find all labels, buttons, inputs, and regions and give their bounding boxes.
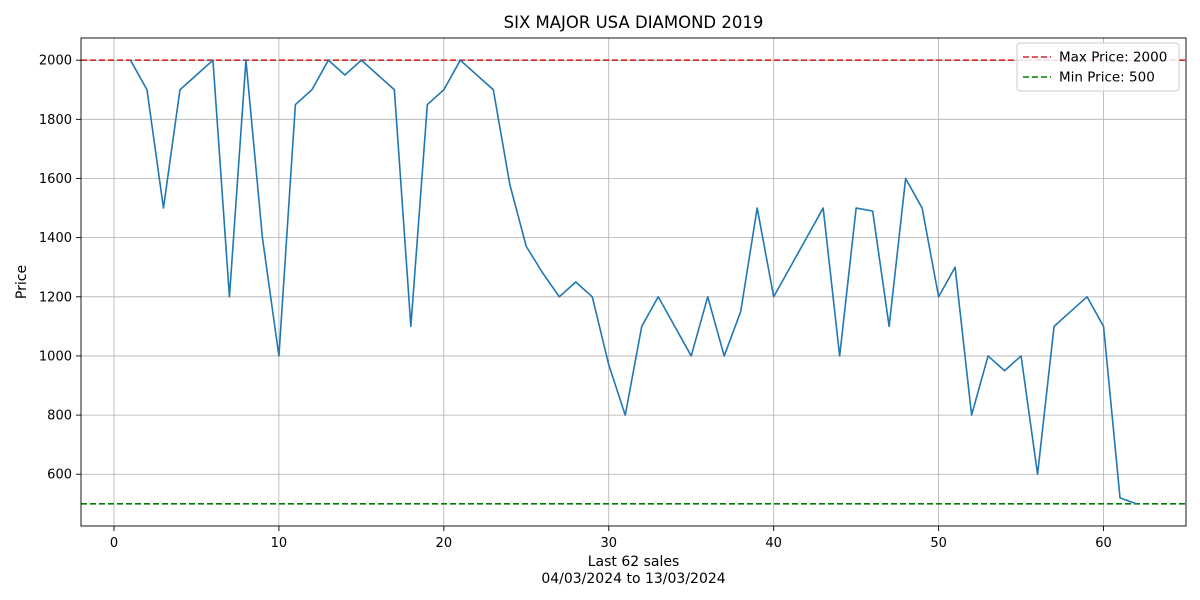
y-axis-label: Price xyxy=(14,265,30,299)
series-line xyxy=(129,59,1137,505)
legend-label: Min Price: 500 xyxy=(1059,70,1155,86)
reference-lines xyxy=(81,59,1186,505)
y-tick-label: 1400 xyxy=(39,231,72,246)
plot-area-frame xyxy=(80,37,1187,527)
x-tick-label: 20 xyxy=(436,536,453,551)
legend-box xyxy=(1016,42,1180,92)
x-tick-label: 10 xyxy=(271,536,288,551)
y-tick-label: 1000 xyxy=(39,349,72,364)
y-tick-label: 600 xyxy=(47,468,72,483)
x-axis-label: Last 62 sales xyxy=(588,554,680,570)
y-tick-label: 1600 xyxy=(39,172,72,187)
x-axis-sublabel: 04/03/2024 to 13/03/2024 xyxy=(541,571,725,587)
y-tick-label: 1200 xyxy=(39,290,72,305)
x-tick-label: 50 xyxy=(930,536,947,551)
y-tick-label: 1800 xyxy=(39,113,72,128)
x-tick-label: 60 xyxy=(1095,536,1112,551)
y-tick-label: 2000 xyxy=(39,54,72,69)
y-tick-label: 800 xyxy=(47,409,72,424)
series-layer xyxy=(129,59,1137,505)
legend: Max Price: 2000 Min Price: 500 xyxy=(1016,42,1180,92)
chart-title: SIX MAJOR USA DIAMOND 2019 xyxy=(504,13,764,32)
legend-label: Max Price: 2000 xyxy=(1059,50,1167,66)
x-tick-label: 0 xyxy=(110,536,118,551)
axis-ticks: 0 10 20 30 40 50 60 600 800 1000 1200 1400 1600 1800 2… xyxy=(39,54,1112,551)
x-tick-label: 40 xyxy=(765,536,782,551)
grid xyxy=(81,38,1186,526)
x-tick-label: 30 xyxy=(600,536,617,551)
